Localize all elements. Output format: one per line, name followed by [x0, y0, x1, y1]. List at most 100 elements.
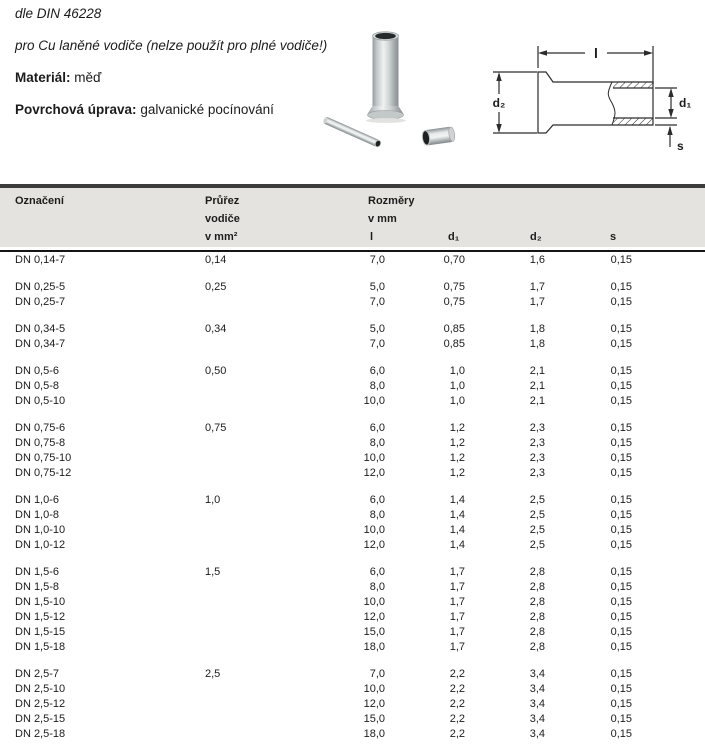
d1-cell: 1,4 [449, 524, 465, 536]
d1-cell: 1,7 [449, 566, 465, 578]
designation-cell: DN 0,34-7 [15, 338, 66, 350]
table-row: DN 0,25-5 0,25 5,0 0,75 1,7 0,15 [0, 280, 705, 295]
col-cross-section-3: v mm² [205, 231, 238, 243]
s-cell: 0,15 [610, 611, 632, 623]
dim-label-l: l [594, 45, 598, 61]
d1-cell: 0,75 [443, 281, 465, 293]
cross-section-cell [205, 625, 260, 640]
designation-cell: DN 2,5-12 [15, 698, 66, 710]
table-row: DN 1,0-10 10,0 1,4 2,5 0,15 [0, 523, 705, 538]
designation-cell: DN 0,75-12 [15, 467, 72, 479]
cross-section-cell: 0,50 [205, 365, 227, 377]
d2-cell: 2,8 [529, 566, 545, 578]
cross-section-cell [205, 712, 260, 727]
d2-cell: 2,5 [529, 509, 545, 521]
table-group: DN 1,0-6 1,0 6,0 1,4 2,5 0,15 DN 1,0-8 8,0 1,4 2,… [0, 493, 705, 553]
dimension-drawing: l d₂ d₁ s [493, 45, 692, 153]
s-cell: 0,15 [610, 380, 632, 392]
length-cell: 12,0 [363, 539, 385, 551]
table-row: DN 1,0-6 1,0 6,0 1,4 2,5 0,15 [0, 493, 705, 508]
designation-cell: DN 0,75-6 [15, 422, 66, 434]
length-cell: 7,0 [369, 296, 385, 308]
d2-cell: 1,6 [529, 254, 545, 266]
s-cell: 0,15 [610, 296, 632, 308]
cross-section-cell [205, 580, 260, 595]
table-row: DN 1,0-12 12,0 1,4 2,5 0,15 [0, 538, 705, 553]
s-cell: 0,15 [610, 281, 632, 293]
d1-cell: 2,2 [449, 713, 465, 725]
table-group: DN 1,5-6 1,5 6,0 1,7 2,8 0,15 DN 1,5-8 8,0 1,7 2,… [0, 565, 705, 655]
table-group: DN 0,5-6 0,50 6,0 1,0 2,1 0,15 DN 0,5-8 8,0 1,0 2… [0, 364, 705, 409]
length-cell: 10,0 [363, 395, 385, 407]
s-cell: 0,15 [610, 437, 632, 449]
s-cell: 0,15 [610, 683, 632, 695]
length-cell: 6,0 [369, 494, 385, 506]
s-cell: 0,15 [610, 524, 632, 536]
cross-section-cell: 0,14 [205, 254, 227, 266]
designation-cell: DN 1,5-15 [15, 626, 66, 638]
table-row: DN 0,75-10 10,0 1,2 2,3 0,15 [0, 451, 705, 466]
cross-section-cell [205, 508, 260, 523]
cross-section-cell [205, 451, 260, 466]
table-row: DN 0,75-12 12,0 1,2 2,3 0,15 [0, 466, 705, 481]
s-cell: 0,15 [610, 338, 632, 350]
table-body: DN 0,14-7 0,14 7,0 0,70 1,6 0,15 DN 0,25-5 0,25… [0, 253, 705, 754]
col-dimensions-1: Rozměry [368, 195, 415, 207]
length-cell: 5,0 [369, 323, 385, 335]
length-cell: 18,0 [363, 641, 385, 653]
s-cell: 0,15 [610, 395, 632, 407]
cross-section-cell: 1,0 [205, 494, 221, 506]
length-cell: 8,0 [369, 581, 385, 593]
d1-cell: 2,2 [449, 728, 465, 740]
header-divider [0, 250, 705, 252]
d1-cell: 2,2 [449, 698, 465, 710]
d2-cell: 2,1 [529, 395, 545, 407]
designation-cell: DN 2,5-7 [15, 668, 60, 680]
table-row: DN 0,5-6 0,50 6,0 1,0 2,1 0,15 [0, 364, 705, 379]
d2-cell: 2,8 [529, 611, 545, 623]
length-cell: 10,0 [363, 524, 385, 536]
d2-cell: 2,5 [529, 494, 545, 506]
designation-cell: DN 0,5-10 [15, 395, 66, 407]
designation-cell: DN 1,5-18 [15, 641, 66, 653]
length-cell: 12,0 [363, 467, 385, 479]
length-cell: 10,0 [363, 596, 385, 608]
cross-section-cell: 2,5 [205, 668, 221, 680]
length-cell: 5,0 [369, 281, 385, 293]
table-group: DN 0,14-7 0,14 7,0 0,70 1,6 0,15 [0, 253, 705, 268]
cross-section-cell [205, 379, 260, 394]
surface-line: Povrchová úprava: galvanické pocínování [15, 102, 274, 117]
designation-cell: DN 0,75-8 [15, 437, 66, 449]
cross-section-cell: 0,34 [205, 323, 227, 335]
s-cell: 0,15 [610, 566, 632, 578]
d2-cell: 1,8 [529, 323, 545, 335]
cross-section-cell [205, 610, 260, 625]
d1-cell: 1,2 [449, 452, 465, 464]
s-cell: 0,15 [610, 365, 632, 377]
cross-section-cell [205, 466, 260, 481]
s-cell: 0,15 [610, 596, 632, 608]
designation-cell: DN 0,14-7 [15, 254, 66, 266]
cross-section-cell [205, 394, 260, 409]
d1-cell: 1,4 [449, 539, 465, 551]
length-cell: 6,0 [369, 422, 385, 434]
ferrule-small [421, 126, 455, 146]
length-cell: 7,0 [369, 668, 385, 680]
table-row: DN 1,5-18 18,0 1,7 2,8 0,15 [0, 640, 705, 655]
d1-cell: 1,0 [449, 365, 465, 377]
table-row: DN 1,0-8 8,0 1,4 2,5 0,15 [0, 508, 705, 523]
s-cell: 0,15 [610, 323, 632, 335]
d1-cell: 1,4 [449, 494, 465, 506]
d2-cell: 2,3 [529, 422, 545, 434]
surface-value: galvanické pocínování [140, 102, 274, 117]
table-row: DN 2,5-15 15,0 2,2 3,4 0,15 [0, 712, 705, 727]
d1-cell: 1,2 [449, 437, 465, 449]
designation-cell: DN 1,0-8 [15, 509, 60, 521]
col-s: s [610, 231, 617, 243]
hatch-bottom-wall [613, 118, 653, 125]
designation-cell: DN 1,5-8 [15, 581, 60, 593]
table-group: DN 0,25-5 0,25 5,0 0,75 1,7 0,15 DN 0,25-7 7,0 0… [0, 280, 705, 310]
length-cell: 12,0 [363, 611, 385, 623]
ferrule-large [366, 31, 406, 123]
d1-cell: 1,2 [449, 467, 465, 479]
